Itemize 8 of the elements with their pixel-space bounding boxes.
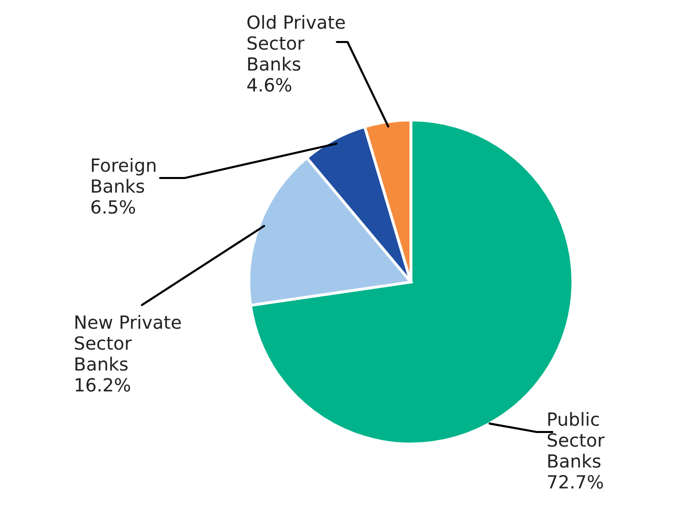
data-label: 72.7% xyxy=(548,475,603,489)
data-label: 6.5% xyxy=(91,200,136,214)
data-label: 4.6% xyxy=(247,78,292,92)
slice-label: Old Private Sector Banks xyxy=(247,15,345,71)
slice-label: Public Sector Banks xyxy=(548,412,605,468)
data-label: 16.2% xyxy=(76,378,130,392)
slice-label: New Private Sector Banks xyxy=(74,315,181,371)
slice-label: Foreign Banks xyxy=(92,158,156,193)
